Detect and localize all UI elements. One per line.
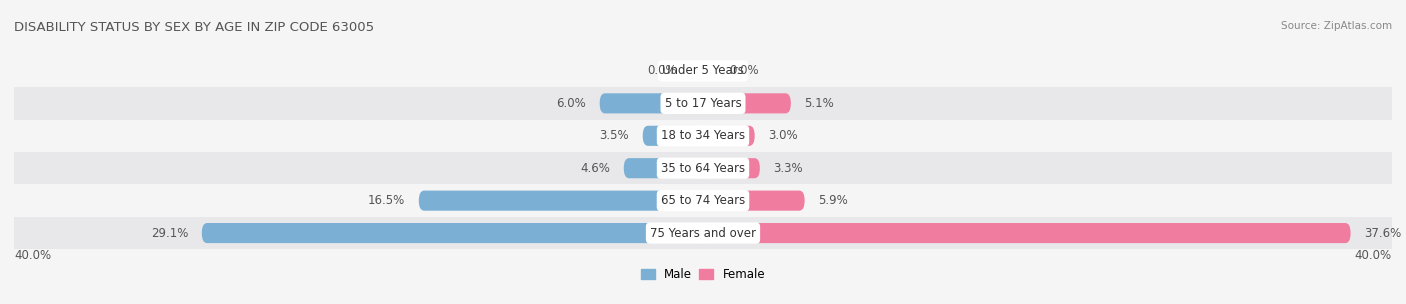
Text: 5 to 17 Years: 5 to 17 Years [665,97,741,110]
Text: Source: ZipAtlas.com: Source: ZipAtlas.com [1281,21,1392,31]
Text: 0.0%: 0.0% [648,64,678,78]
Text: 3.3%: 3.3% [773,162,803,175]
Bar [14,55,1392,87]
Text: 29.1%: 29.1% [150,226,188,240]
Text: 4.6%: 4.6% [581,162,610,175]
Legend: Male, Female: Male, Female [636,264,770,286]
Bar [14,185,1392,217]
FancyBboxPatch shape [703,223,1351,243]
Text: 75 Years and over: 75 Years and over [650,226,756,240]
FancyBboxPatch shape [643,126,703,146]
Text: 3.0%: 3.0% [769,129,799,142]
Bar [14,87,1392,119]
Text: 0.0%: 0.0% [728,64,758,78]
FancyBboxPatch shape [599,93,703,113]
FancyBboxPatch shape [202,223,703,243]
FancyBboxPatch shape [703,93,790,113]
Text: 65 to 74 Years: 65 to 74 Years [661,194,745,207]
FancyBboxPatch shape [703,158,759,178]
FancyBboxPatch shape [419,191,703,211]
Text: 16.5%: 16.5% [368,194,405,207]
Bar [14,217,1392,249]
Text: 40.0%: 40.0% [1355,249,1392,262]
FancyBboxPatch shape [703,126,755,146]
Text: 5.9%: 5.9% [818,194,848,207]
Text: DISABILITY STATUS BY SEX BY AGE IN ZIP CODE 63005: DISABILITY STATUS BY SEX BY AGE IN ZIP C… [14,21,374,34]
FancyBboxPatch shape [624,158,703,178]
Text: 18 to 34 Years: 18 to 34 Years [661,129,745,142]
Text: 3.5%: 3.5% [599,129,628,142]
Text: Under 5 Years: Under 5 Years [662,64,744,78]
Bar [14,119,1392,152]
Text: 40.0%: 40.0% [14,249,51,262]
Text: 35 to 64 Years: 35 to 64 Years [661,162,745,175]
Bar [14,152,1392,185]
Text: 37.6%: 37.6% [1364,226,1402,240]
Text: 6.0%: 6.0% [557,97,586,110]
FancyBboxPatch shape [703,191,804,211]
Text: 5.1%: 5.1% [804,97,834,110]
